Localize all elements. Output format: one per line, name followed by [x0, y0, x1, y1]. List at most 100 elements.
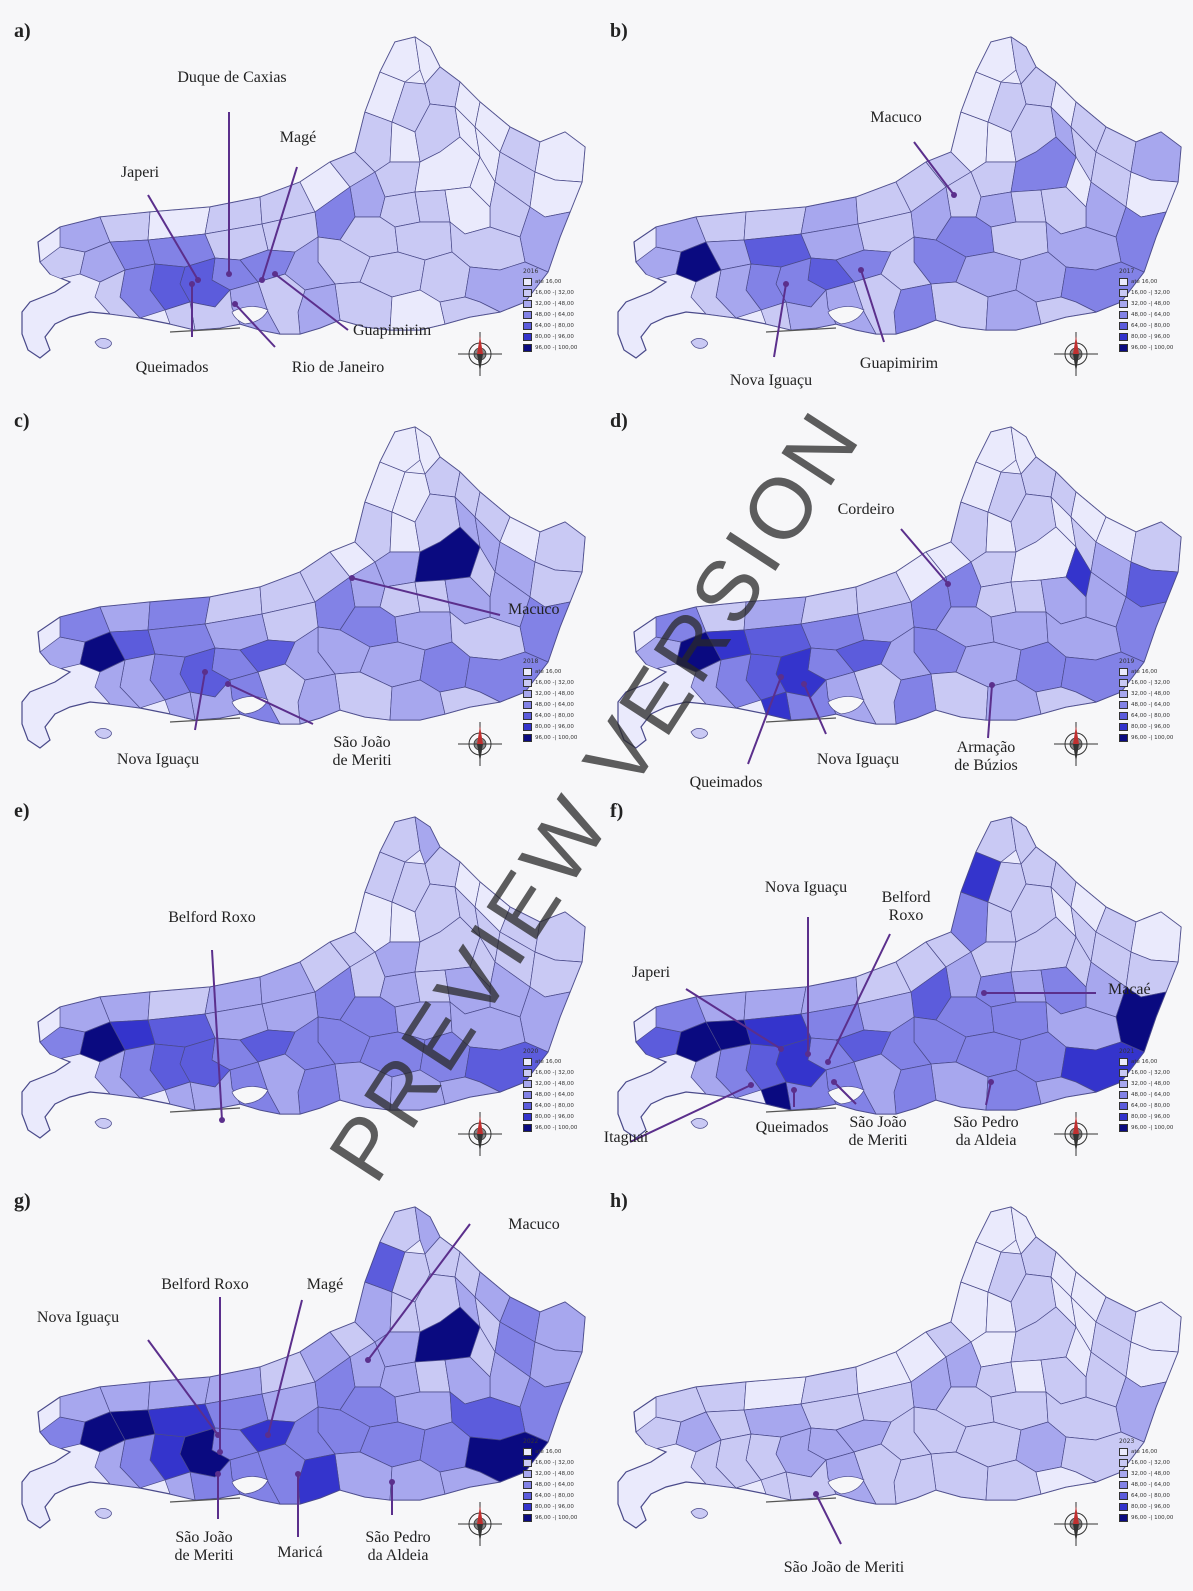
legend-range-label: até 16,00 [535, 668, 562, 675]
legend-swatch [1119, 1502, 1128, 1511]
legend-entry: 64,00 -| 80,00 [523, 1100, 590, 1111]
legend-swatch [523, 299, 532, 308]
legend-swatch [523, 1447, 532, 1456]
legend-range-label: 64,00 -| 80,00 [1131, 322, 1170, 329]
legend-entry: 96,00 -| 100,00 [523, 732, 590, 743]
city-label: Itaguaí [604, 1129, 649, 1146]
legend-range-label: até 16,00 [1131, 278, 1158, 285]
legend-year: 2020 [523, 1048, 539, 1055]
legend-entry: 32,00 -| 48,00 [1119, 1078, 1186, 1089]
state-map: Macuco Belford Roxo Magé Nova Iguaçu São Joã… [21, 1206, 586, 1564]
legend-entry: 64,00 -| 80,00 [523, 710, 590, 721]
legend-swatch [523, 678, 532, 687]
legend-entry: 64,00 -| 80,00 [1119, 320, 1186, 331]
legend-range-label: 64,00 -| 80,00 [535, 712, 574, 719]
city-pointer [747, 676, 782, 765]
legend-year: 2018 [523, 658, 539, 665]
pointer-dot [945, 581, 951, 587]
pointer-dot [217, 1449, 223, 1455]
pointer-dot [202, 669, 208, 675]
legend: 2022 até 16,00 16,00 -| 32,00 32,00 -| 48,0… [523, 1438, 590, 1523]
pointer-dot [259, 277, 265, 283]
state-map: Belford Roxo [21, 816, 586, 1156]
legend-range-label: 48,00 -| 64,00 [535, 701, 574, 708]
municipality [1115, 596, 1167, 663]
pointer-dot [951, 192, 957, 198]
legend-swatch [523, 332, 532, 341]
legend-entry: 16,00 -| 32,00 [1119, 287, 1186, 298]
city-label-line: da Aldeia [956, 1132, 1017, 1149]
legend-entry: 64,00 -| 80,00 [523, 1490, 590, 1501]
map-panel-g: g) Macuco Belford Roxo Magé Nova Iguaçu São J… [0, 1182, 590, 1572]
legend-range-label: 96,00 -| 100,00 [535, 344, 578, 351]
municipality [1130, 1301, 1181, 1353]
legend-range-label: 48,00 -| 64,00 [535, 1091, 574, 1098]
legend-swatch [1119, 1101, 1128, 1110]
legend-swatch [1119, 332, 1128, 341]
state-map: Nova Iguaçu Belford Roxo Japeri Macaé Itaguaí… [604, 816, 1182, 1156]
city-label-line: Japeri [632, 964, 671, 981]
legend-entry: 16,00 -| 32,00 [523, 1457, 590, 1468]
city-label-line: Belford [882, 889, 931, 906]
legend-swatch [523, 1057, 532, 1066]
legend-entry: até 16,00 [1119, 666, 1186, 677]
city-label: Guapimirim [860, 355, 939, 372]
legend-range-label: 96,00 -| 100,00 [1131, 734, 1174, 741]
city-pointer [629, 1084, 752, 1143]
city-label: Queimados [690, 774, 763, 791]
legend-range-label: 32,00 -| 48,00 [1131, 690, 1170, 697]
pointer-dot [295, 1471, 301, 1477]
coast-line [169, 717, 241, 723]
municipality [1035, 686, 1098, 715]
legend-swatch [523, 1458, 532, 1467]
legend-range-label: 96,00 -| 100,00 [535, 734, 578, 741]
island [94, 1508, 112, 1519]
city-label-line: São João de Meriti [784, 1559, 905, 1572]
municipality [534, 131, 585, 183]
bay-water [827, 1476, 865, 1495]
city-label: São João de Meriti [784, 1559, 905, 1572]
legend-year: 2016 [523, 268, 539, 275]
city-label: Magé [280, 129, 316, 146]
legend-swatch [523, 733, 532, 742]
pointer-dot [272, 271, 278, 277]
legend-swatch [1119, 1491, 1128, 1500]
map-panel-d: d) Cordeiro Queimados Nova Iguaçu Armação de … [596, 402, 1186, 792]
city-label: Maricá [277, 1544, 322, 1561]
map-panel-f: f) Nova Iguaçu Belford Roxo Japeri Macaé Itagu… [596, 792, 1186, 1182]
municipality [690, 269, 737, 319]
legend-entry: 48,00 -| 64,00 [1119, 309, 1186, 320]
legend-swatch [1119, 277, 1128, 286]
legend-entry: 80,00 -| 96,00 [1119, 721, 1186, 732]
legend-entry: 80,00 -| 96,00 [523, 1111, 590, 1122]
bay-water [827, 306, 865, 325]
island [690, 1118, 708, 1129]
legend-range-label: 80,00 -| 96,00 [535, 333, 574, 340]
city-label-line: de Búzios [954, 757, 1018, 774]
municipality [414, 969, 451, 1003]
legend-swatch [523, 667, 532, 676]
legend: 2021 até 16,00 16,00 -| 32,00 32,00 -| 48,0… [1119, 1048, 1186, 1133]
legend-range-label: 16,00 -| 32,00 [535, 1459, 574, 1466]
legend-entry: 48,00 -| 64,00 [523, 1479, 590, 1490]
pointer-dot [813, 1491, 819, 1497]
state-map: Cordeiro Queimados Nova Iguaçu Armação de Bú… [617, 426, 1182, 791]
legend-range-label: 32,00 -| 48,00 [535, 1080, 574, 1087]
legend-entry: 32,00 -| 48,00 [523, 1078, 590, 1089]
city-label-line: Belford Roxo [168, 909, 256, 926]
pointer-dot [791, 1087, 797, 1093]
legend-swatch [1119, 678, 1128, 687]
legend-range-label: 32,00 -| 48,00 [1131, 1080, 1170, 1087]
pointer-dot [365, 1357, 371, 1363]
city-label-line: de Meriti [848, 1132, 908, 1149]
legend-range-label: 80,00 -| 96,00 [535, 723, 574, 730]
municipality [439, 1466, 502, 1495]
city-label-line: Nova Iguaçu [817, 751, 899, 768]
city-pointer [860, 269, 885, 343]
legend-swatch [1119, 1057, 1128, 1066]
city-pointer [685, 988, 782, 1050]
pointer-dot [778, 1046, 784, 1052]
legend-entry: 32,00 -| 48,00 [523, 298, 590, 309]
legend-range-label: 16,00 -| 32,00 [1131, 679, 1170, 686]
city-label-line: Guapimirim [860, 355, 939, 372]
